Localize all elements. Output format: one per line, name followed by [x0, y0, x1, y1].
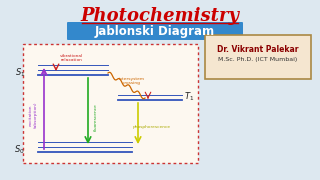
Text: phosphorescence: phosphorescence [133, 125, 171, 129]
FancyBboxPatch shape [23, 44, 198, 163]
Text: excitation
(absorption): excitation (absorption) [29, 102, 37, 128]
Text: M.Sc. Ph.D. (ICT Mumbai): M.Sc. Ph.D. (ICT Mumbai) [218, 57, 298, 62]
Text: $S_1$: $S_1$ [14, 67, 25, 79]
FancyBboxPatch shape [205, 35, 311, 79]
Text: vibrational
relaxation: vibrational relaxation [60, 54, 84, 62]
Text: Photochemistry: Photochemistry [81, 7, 239, 25]
Text: intersystem
crossing: intersystem crossing [119, 77, 145, 85]
Text: fluorescence: fluorescence [94, 103, 98, 131]
Text: $S_0$: $S_0$ [14, 144, 25, 156]
Text: $T_1$: $T_1$ [184, 91, 194, 103]
Text: Dr. Vikrant Palekar: Dr. Vikrant Palekar [217, 44, 299, 53]
Text: Jablonski Diagram: Jablonski Diagram [95, 24, 215, 37]
FancyBboxPatch shape [67, 22, 243, 40]
